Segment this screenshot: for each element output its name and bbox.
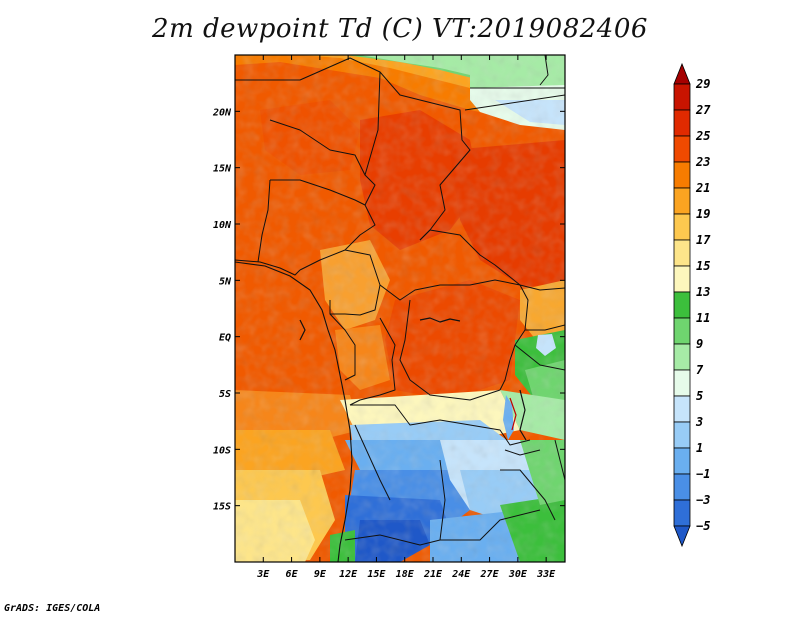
lat-tick-label: 10S [213,445,231,456]
colorbar-swatch [673,265,691,293]
colorbar-swatch [673,213,691,241]
lon-tick-label: 21E [423,569,443,580]
lat-tick-label: 20N [212,107,232,118]
colorbar-swatch [673,135,691,163]
colorbar-label: 29 [695,77,710,91]
lat-tick-label: 5S [219,389,231,400]
latitude-axis: 20N 15N 10N 5N EQ 5S 10S 15S [212,107,565,513]
lon-tick-label: 27E [480,569,500,580]
lat-tick-label: 10N [213,220,232,231]
colorbar-label: 23 [695,155,710,169]
colorbar-label: 13 [696,285,710,299]
lat-tick-label: 15S [213,502,231,513]
colorbar-label: −5 [696,519,710,533]
colorbar-label: 17 [696,233,711,247]
colorbar-swatch [673,395,691,423]
colorbar-label: 15 [696,259,710,273]
lon-tick-label: 12E [339,569,358,580]
colorbar-label: −3 [696,493,710,507]
colorbar-label: 9 [696,337,703,351]
lon-tick-label: 9E [314,569,327,580]
colorbar-swatch [673,83,691,111]
lon-tick-label: 30E [508,569,528,580]
colorbar-label: 7 [696,363,704,377]
colorbar-swatch [673,161,691,189]
lon-tick-label: 33E [536,569,556,580]
colorbar-label: −1 [696,467,710,481]
colorbar-label: 25 [695,129,710,143]
colorbar-swatch [673,291,691,319]
lon-tick-label: 3E [256,569,270,580]
colorbar-label: 21 [695,181,710,195]
colorbar-swatch [673,317,691,345]
colorbar-swatch [673,343,691,371]
coastline [235,261,353,562]
dewpoint-field [235,55,565,562]
colorbar-label: 11 [696,311,710,325]
lon-tick-label: 15E [367,569,386,580]
colorbar-label: 27 [695,103,711,117]
colorbar-label: 1 [696,441,703,455]
colorbar-label: 19 [696,207,710,221]
colorbar: 29 27 25 23 21 19 17 15 13 11 9 7 5 3 1 −1 −3 −5 [673,62,711,548]
colorbar-top-arrow [673,62,691,85]
longitude-axis: 3E 6E 9E 12E 15E 18E 21E 24E 27E 30E 33E [256,55,556,580]
country-borders [235,55,565,546]
lon-tick-label: 24E [451,569,471,580]
lon-tick-label: 6E [286,569,299,580]
lon-tick-label: 18E [396,569,415,580]
colorbar-label: 3 [695,415,703,429]
colorbar-swatch [673,187,691,215]
colorbar-swatch [673,239,691,267]
map-frame [234,54,566,563]
lat-tick-label: 15N [213,164,232,175]
colorbar-swatch [673,473,691,501]
map-title: 2m dewpoint Td (C) VT:2019082406 [152,14,648,44]
lat-tick-label: EQ [219,333,231,344]
colorbar-swatch [673,447,691,475]
colorbar-swatch [673,109,691,137]
colorbar-swatch [673,499,691,527]
colorbar-label: 5 [696,389,703,403]
lat-tick-label: 5N [219,276,232,287]
colorbar-swatch [673,369,691,397]
colorbar-bottom-arrow [673,525,691,548]
grads-credit: GrADS: IGES/COLA [4,603,101,614]
colorbar-swatch [673,421,691,449]
